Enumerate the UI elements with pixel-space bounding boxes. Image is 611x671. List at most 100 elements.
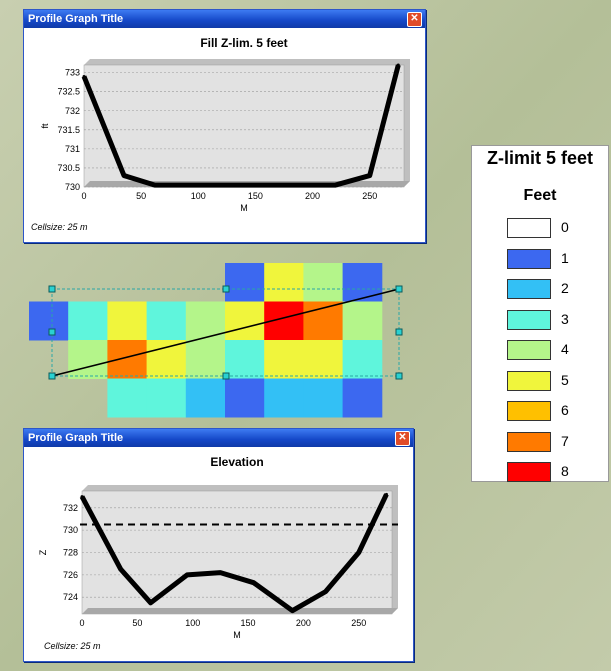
raster-cell [225,378,265,418]
profile-point [253,183,257,187]
profile-point [122,174,126,178]
x-tick-label: 200 [305,191,320,201]
x-tick-label: 250 [351,618,366,628]
legend-title: Z-limit 5 feet [486,148,593,168]
y-tick-label: 730 [65,182,80,192]
selection-handle[interactable] [395,328,403,336]
legend-swatch [507,462,551,482]
cellsize-label: Cellsize: 25 m [44,641,101,651]
selection-handle[interactable] [48,285,56,293]
profile-point [80,495,84,499]
plot-area [81,490,393,615]
window-title: Profile Graph Title [28,432,124,444]
close-icon[interactable]: ✕ [395,431,410,446]
profile-series-line [79,493,389,614]
legend-label: 8 [561,463,569,479]
y-tick-label: 731.5 [57,125,80,135]
raster-cell [342,378,383,418]
y-tick-label: 730.5 [57,163,80,173]
x-tick-label: 50 [132,618,142,628]
x-tick-label: 100 [185,618,200,628]
profile-transect-line [51,288,400,377]
raster-cell [185,378,226,418]
y-tick-label: 732 [65,106,80,116]
x-tick-label: 200 [296,618,311,628]
legend-swatch [507,248,551,269]
close-icon[interactable]: ✕ [407,12,422,27]
raster-cell [264,340,304,379]
raster-cell [225,340,265,379]
x-tick-label: 0 [79,618,84,628]
legend-label: 0 [561,219,569,235]
raster-cell [225,301,265,341]
chart-title: Elevation [210,455,263,469]
window-title: Profile Graph Title [28,13,124,25]
raster-cell [107,378,148,418]
elevation-profile-chart: 732 730 728 726 724 0 50 100 150 200 250 Elevation M… [38,455,398,640]
raster-cell [146,301,187,341]
raster-cell [225,263,265,302]
profile-point [196,183,200,187]
profile-point [290,609,294,613]
selection-handle[interactable] [222,285,230,293]
cellsize-label: Cellsize: 25 m [31,222,88,232]
raster-cell [342,263,383,302]
profile-point [252,581,256,585]
legend-subtitle: Feet [523,187,557,204]
legend-label: 3 [561,310,569,327]
profile-point [149,601,153,605]
profile-point [311,183,315,187]
raster-cell [303,378,344,418]
selection-handle[interactable] [395,285,403,293]
y-tick-label: 731 [65,144,80,154]
legend-panel: Z-limit 5 feet Feet 0 1 2 3 4 5 6 7 8 [471,145,609,482]
window-titlebar[interactable]: Profile Graph Title ✕ [24,10,425,28]
x-tick-label: 0 [81,191,86,201]
x-axis-label: M [233,630,241,640]
raster-cell [264,263,304,302]
y-tick-label: 732.5 [57,87,80,97]
legend-label: 7 [561,432,569,449]
selection-handle[interactable] [395,372,403,380]
x-tick-label: 150 [241,618,256,628]
y-axis-label: ft [40,123,50,129]
profile-point [185,573,189,577]
selection-handle[interactable] [222,372,230,380]
window-titlebar[interactable]: Profile Graph Title ✕ [24,429,413,447]
selection-handle[interactable] [48,328,56,336]
selection-handle[interactable] [48,372,56,380]
raster-cell [107,301,148,341]
raster-cell [342,340,383,379]
legend-label: 1 [561,249,569,266]
profile-point [324,590,328,594]
profile-point [153,183,157,187]
x-tick-label: 100 [191,191,206,201]
legend-swatch [507,218,551,238]
plot-area [83,64,405,188]
x-tick-label: 150 [248,191,263,201]
raster-cell [146,378,187,418]
raster-cell [68,301,108,341]
y-tick-label: 730 [63,525,78,535]
profile-point [368,174,372,178]
y-tick-label: 732 [63,503,78,513]
profile-point [119,567,123,571]
raster-cell [68,340,108,379]
profile-point [396,63,400,67]
raster-cell [185,340,226,379]
plot-3d-floor [82,608,398,614]
profile-point [357,551,361,554]
legend-label: 4 [561,341,569,357]
raster-cell [342,301,383,341]
legend-label: 5 [561,371,569,388]
raster-cell [303,263,344,302]
raster-cell [107,340,148,379]
legend-swatch [507,309,551,330]
profile-point [333,183,337,187]
raster-cell [264,378,304,418]
profile-graph-window-1[interactable]: Profile Graph Title ✕ 733 732.5 732 731.5 73… [23,9,426,243]
profile-point [384,492,388,496]
profile-graph-window-2[interactable]: Profile Graph Title ✕ 732 730 728 726 724 0 50… [23,428,414,662]
